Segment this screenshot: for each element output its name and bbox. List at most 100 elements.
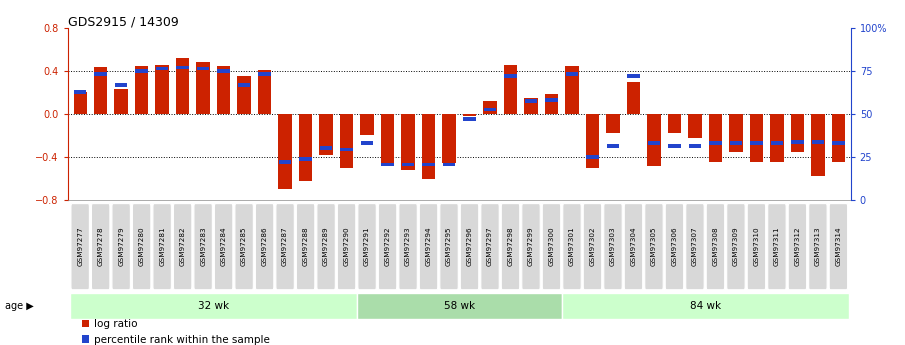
Text: GSM97282: GSM97282 [179, 227, 186, 266]
Text: GSM97301: GSM97301 [569, 227, 575, 266]
FancyBboxPatch shape [235, 204, 253, 290]
FancyBboxPatch shape [542, 204, 561, 290]
Bar [238, 83, 251, 87]
FancyBboxPatch shape [255, 204, 274, 290]
FancyBboxPatch shape [706, 204, 725, 290]
Bar [524, 98, 538, 114]
Text: GSM97304: GSM97304 [631, 227, 636, 266]
Bar [73, 92, 87, 114]
Bar [562, 293, 849, 319]
FancyBboxPatch shape [419, 204, 438, 290]
Bar [217, 69, 230, 72]
FancyBboxPatch shape [153, 204, 171, 290]
Bar [710, 141, 722, 145]
Bar [135, 66, 148, 114]
Bar [729, 114, 743, 151]
Bar [729, 141, 742, 145]
Text: GSM97305: GSM97305 [651, 227, 657, 266]
FancyBboxPatch shape [767, 204, 786, 290]
Bar [340, 148, 353, 151]
FancyBboxPatch shape [748, 204, 766, 290]
Text: GSM97298: GSM97298 [508, 227, 513, 266]
FancyBboxPatch shape [338, 204, 356, 290]
Bar [299, 114, 312, 181]
Bar [279, 114, 291, 189]
FancyBboxPatch shape [378, 204, 396, 290]
Bar [74, 90, 87, 94]
FancyBboxPatch shape [276, 204, 294, 290]
Bar [463, 117, 476, 121]
Text: GSM97310: GSM97310 [754, 227, 759, 266]
Text: GSM97292: GSM97292 [385, 227, 391, 266]
Bar [115, 83, 128, 87]
Bar [606, 144, 619, 148]
Bar [749, 114, 763, 162]
Text: GSM97297: GSM97297 [487, 227, 493, 266]
Text: GSM97279: GSM97279 [119, 227, 124, 266]
Bar [545, 95, 558, 114]
Bar [586, 114, 599, 168]
Bar [156, 65, 169, 114]
Text: GSM97311: GSM97311 [774, 227, 780, 266]
Bar [402, 114, 414, 170]
FancyBboxPatch shape [829, 204, 848, 290]
Bar [340, 114, 353, 168]
Bar [156, 67, 168, 70]
FancyBboxPatch shape [91, 204, 110, 290]
Bar [319, 147, 332, 150]
Bar [791, 140, 804, 144]
Bar [812, 140, 824, 144]
Text: GSM97289: GSM97289 [323, 227, 329, 266]
Text: GSM97277: GSM97277 [77, 227, 83, 266]
Text: GSM97314: GSM97314 [835, 227, 842, 266]
Bar [832, 141, 844, 145]
FancyBboxPatch shape [501, 204, 519, 290]
FancyBboxPatch shape [481, 204, 500, 290]
Bar [525, 99, 538, 103]
Bar [462, 114, 476, 116]
Bar [504, 74, 517, 78]
Text: GSM97278: GSM97278 [98, 227, 104, 266]
FancyBboxPatch shape [604, 204, 623, 290]
Bar [237, 76, 251, 114]
FancyBboxPatch shape [809, 204, 827, 290]
Bar [811, 114, 824, 176]
Text: GSM97296: GSM97296 [467, 227, 472, 266]
Bar [115, 89, 128, 114]
FancyBboxPatch shape [194, 204, 213, 290]
Text: GSM97294: GSM97294 [425, 227, 432, 266]
Bar [750, 141, 763, 145]
Bar [402, 162, 414, 166]
Bar [770, 141, 783, 145]
Bar [504, 65, 517, 114]
Bar [217, 66, 230, 114]
Text: GSM97284: GSM97284 [221, 227, 226, 266]
Bar [258, 70, 271, 114]
Bar [648, 141, 661, 145]
Bar [791, 114, 804, 151]
FancyBboxPatch shape [317, 204, 336, 290]
FancyBboxPatch shape [461, 204, 479, 290]
Bar [689, 144, 701, 148]
FancyBboxPatch shape [357, 204, 376, 290]
FancyBboxPatch shape [440, 204, 458, 290]
Bar [136, 69, 148, 72]
Bar [94, 68, 108, 114]
Bar [360, 114, 374, 136]
FancyBboxPatch shape [399, 204, 417, 290]
Text: GSM97300: GSM97300 [548, 227, 555, 266]
FancyBboxPatch shape [112, 204, 130, 290]
Text: GSM97307: GSM97307 [692, 227, 698, 266]
Text: GSM97295: GSM97295 [446, 227, 452, 266]
Text: GSM97306: GSM97306 [672, 227, 678, 266]
Text: 84 wk: 84 wk [690, 301, 720, 311]
Bar [196, 62, 210, 114]
FancyBboxPatch shape [583, 204, 602, 290]
Bar [357, 293, 562, 319]
Text: GSM97313: GSM97313 [814, 227, 821, 266]
Bar [300, 157, 312, 161]
Text: GSM97293: GSM97293 [405, 227, 411, 266]
Legend: log ratio, percentile rank within the sample: log ratio, percentile rank within the sa… [78, 315, 274, 345]
Bar [443, 114, 456, 164]
Text: GSM97286: GSM97286 [262, 227, 268, 266]
